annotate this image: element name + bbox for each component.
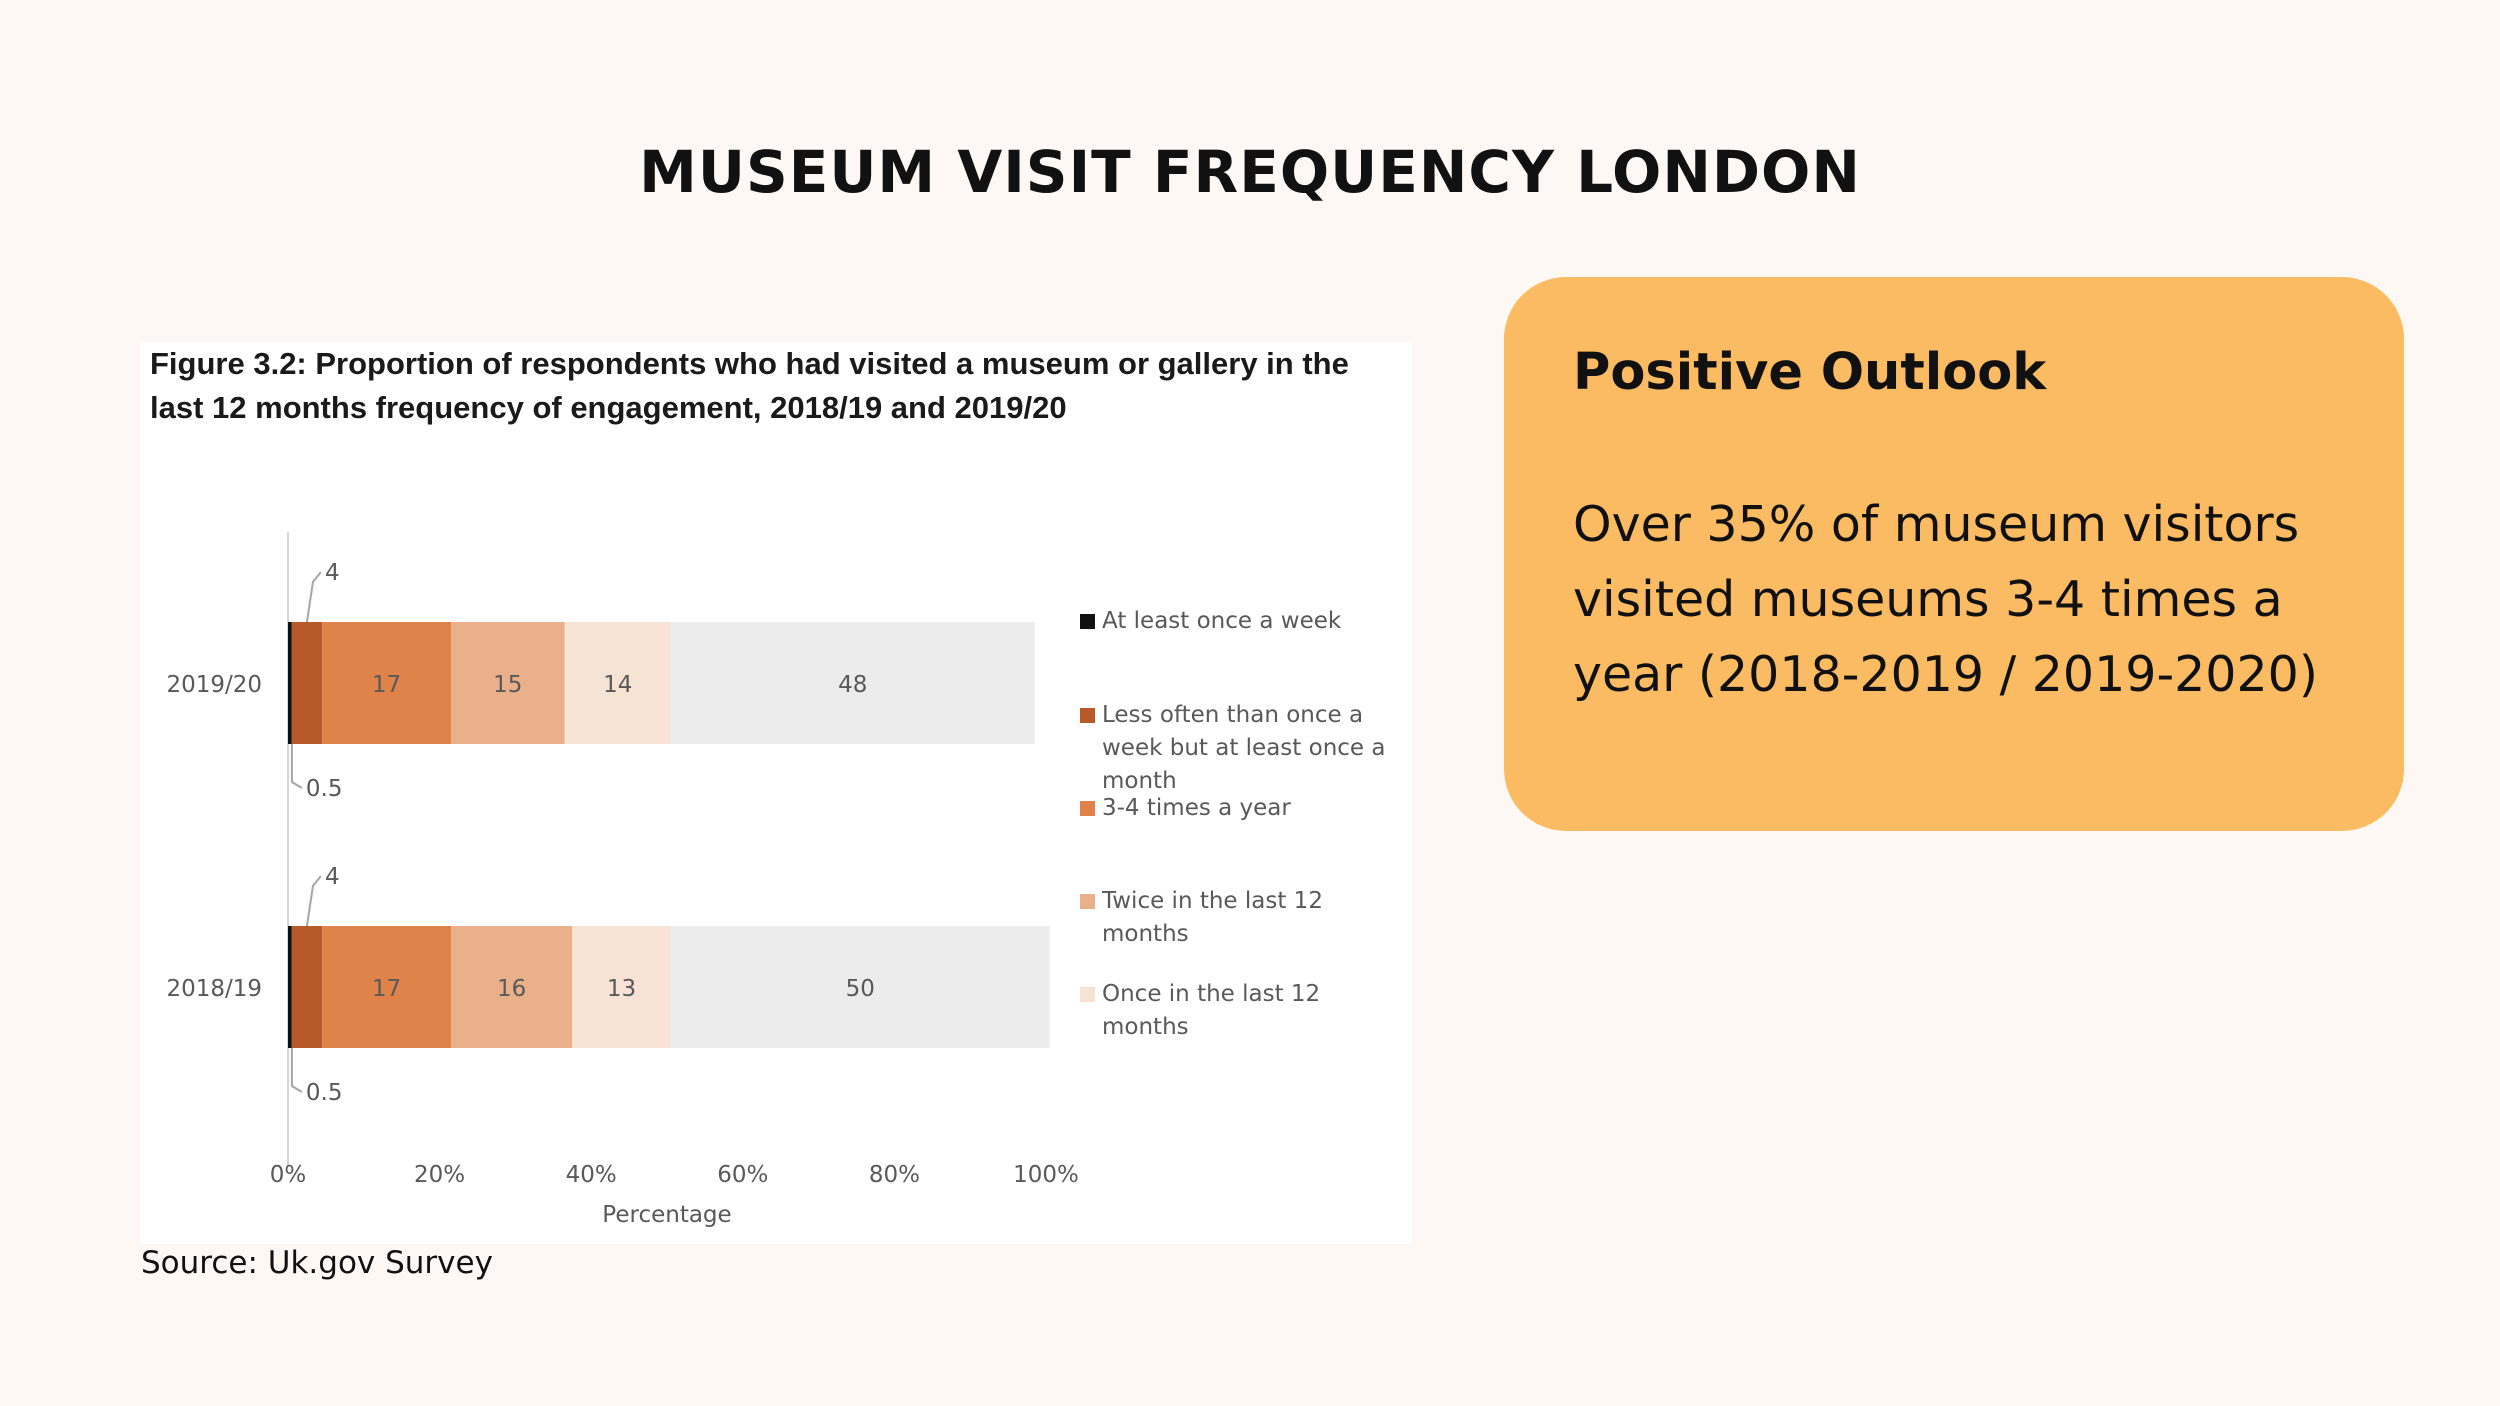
legend-swatch: [1080, 987, 1095, 1002]
bar-segment: [288, 622, 292, 744]
data-label: 50: [846, 976, 875, 1002]
outlook-card: Positive Outlook Over 35% of museum visi…: [1504, 277, 2404, 831]
bar-segment: [670, 926, 1050, 1048]
category-label: 2019/20: [166, 672, 262, 698]
outlook-body: Over 35% of museum visitors visited muse…: [1573, 496, 2318, 703]
category-label: 2018/19: [166, 976, 262, 1002]
outlook-heading: Positive Outlook: [1573, 343, 2047, 402]
bar-segment: [564, 622, 671, 744]
bar-segment: [572, 926, 671, 1048]
figure-panel: 2019/20 17 15 14 48 4 0.5 2018/19 17 16 13 50 4 0.5 0%…: [140, 342, 1412, 1244]
data-label: 16: [497, 976, 526, 1002]
data-label: 13: [607, 976, 636, 1002]
callout-line: [305, 875, 322, 927]
legend-label: At least once a week: [1102, 608, 1342, 634]
callout-label: 4: [325, 560, 340, 586]
bar-segment: [450, 926, 573, 1048]
legend-label: Less often than once a week but at least …: [1102, 702, 1385, 794]
callout-line: [290, 1048, 303, 1093]
callout-label: 0.5: [306, 1080, 343, 1106]
legend-swatch: [1080, 801, 1095, 816]
bar-segment: [450, 622, 565, 744]
callout-line: [305, 571, 322, 623]
x-tick-label: 0%: [270, 1162, 307, 1188]
bar-segment: [291, 622, 323, 744]
bar-segment: [291, 926, 323, 1048]
bar-segment: [322, 622, 451, 744]
data-label: 15: [493, 672, 522, 698]
bar-segment: [288, 926, 292, 1048]
stacked-bar-chart: 2019/20 17 15 14 48 4 0.5 2018/19 17 16 13 50 4 0.5 0%…: [166, 532, 1385, 1228]
x-tick-label: 20%: [414, 1162, 465, 1188]
legend-swatch: [1080, 614, 1095, 629]
legend-label: 3-4 times a year: [1102, 795, 1291, 821]
x-tick-label: 60%: [717, 1162, 768, 1188]
x-axis-title: Percentage: [602, 1202, 731, 1228]
callout-label: 0.5: [306, 776, 343, 802]
bar-segment: [670, 622, 1035, 744]
legend-label: Twice in the last 12 months: [1101, 888, 1323, 947]
callout-label: 4: [325, 864, 340, 890]
bar-segment: [322, 926, 451, 1048]
data-label: 17: [372, 976, 401, 1002]
x-tick-label: 40%: [566, 1162, 617, 1188]
x-tick-label: 100%: [1013, 1162, 1079, 1188]
legend-swatch: [1080, 894, 1095, 909]
legend-label: Once in the last 12 months: [1102, 981, 1320, 1040]
source-note: Source: Uk.gov Survey: [141, 1245, 493, 1281]
legend-swatch: [1080, 708, 1095, 723]
figure-caption: Figure 3.2: Proportion of respondents wh…: [150, 346, 1349, 425]
data-label: 48: [838, 672, 867, 698]
page-title: MUSEUM VISIT FREQUENCY LONDON: [639, 138, 1861, 206]
data-label: 14: [603, 672, 632, 698]
callout-line: [290, 744, 303, 789]
x-tick-label: 80%: [869, 1162, 920, 1188]
data-label: 17: [372, 672, 401, 698]
